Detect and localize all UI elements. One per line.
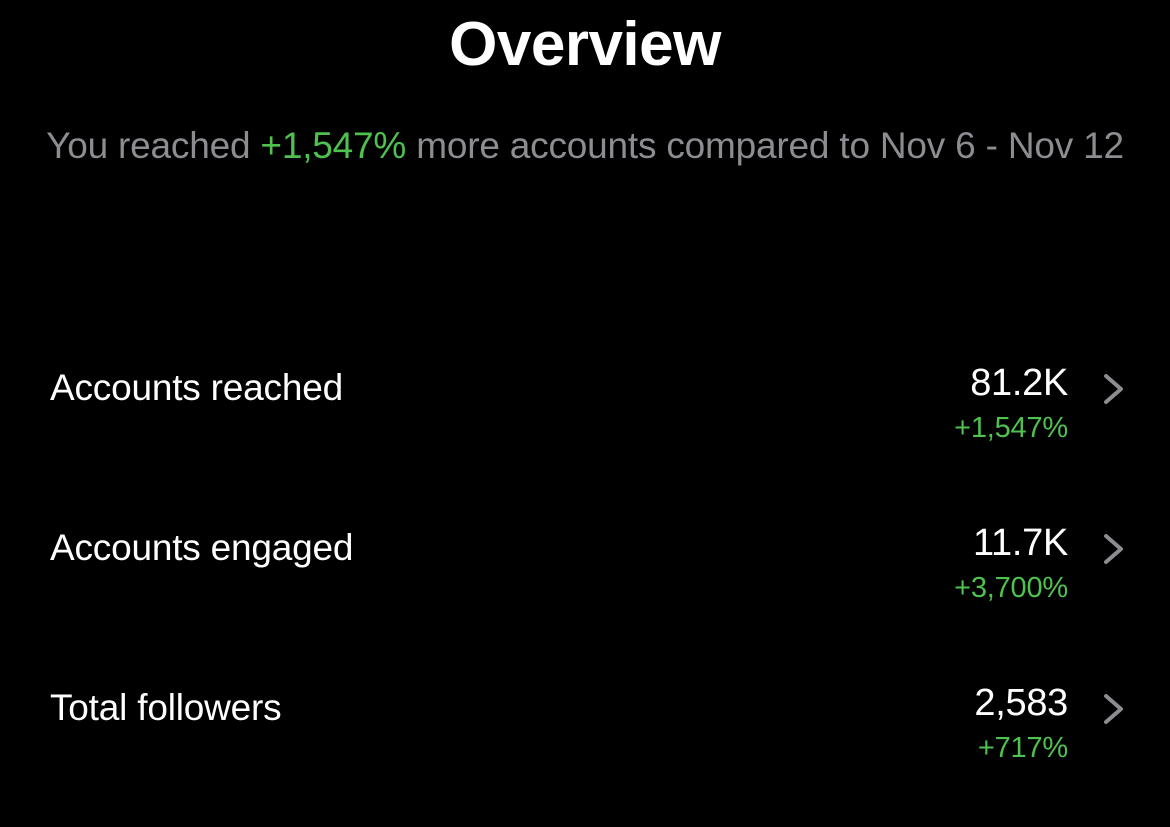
metric-label: Accounts engaged xyxy=(50,527,354,568)
metrics-list: Accounts reached 81.2K +1,547% Accounts … xyxy=(0,340,1170,820)
metric-delta: +1,547% xyxy=(954,412,1068,444)
metric-value: 2,583 xyxy=(974,682,1068,724)
metric-right-group: 2,583 +717% xyxy=(974,660,1136,768)
overview-header: Overview You reached +1,547% more accoun… xyxy=(0,0,1170,172)
summary-suffix: more accounts compared to Nov 6 - Nov 12 xyxy=(406,125,1124,166)
metric-label: Accounts reached xyxy=(50,367,343,408)
metric-delta: +3,700% xyxy=(954,572,1068,604)
metric-value: 81.2K xyxy=(970,362,1068,404)
metric-right-group: 81.2K +1,547% xyxy=(954,340,1136,448)
metric-value: 11.7K xyxy=(973,522,1068,564)
metric-row-total-followers[interactable]: Total followers 2,583 +717% xyxy=(0,660,1170,820)
metric-right-group: 11.7K +3,700% xyxy=(954,500,1136,608)
summary-highlight-percent: +1,547% xyxy=(260,125,407,166)
page-title: Overview xyxy=(449,10,721,79)
summary-prefix: You reached xyxy=(46,125,261,166)
metric-values: 2,583 +717% xyxy=(974,660,1068,768)
chevron-right-icon[interactable] xyxy=(1090,686,1136,732)
metric-delta: +717% xyxy=(977,732,1068,764)
overview-summary-text: You reached +1,547% more accounts compar… xyxy=(0,84,1170,172)
chevron-right-icon[interactable] xyxy=(1090,366,1136,412)
chevron-right-icon[interactable] xyxy=(1090,526,1136,572)
metric-values: 11.7K +3,700% xyxy=(954,500,1068,608)
metric-row-accounts-engaged[interactable]: Accounts engaged 11.7K +3,700% xyxy=(0,500,1170,660)
metric-label: Total followers xyxy=(50,687,282,728)
metric-values: 81.2K +1,547% xyxy=(954,340,1068,448)
metric-row-accounts-reached[interactable]: Accounts reached 81.2K +1,547% xyxy=(0,340,1170,500)
